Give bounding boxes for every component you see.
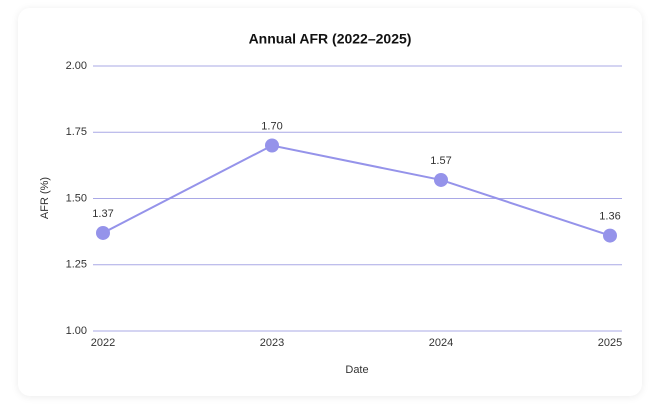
x-tick-label: 2025	[598, 337, 622, 349]
y-axis-label: AFR (%)	[39, 177, 51, 219]
y-tick-label: 1.50	[66, 192, 87, 204]
point	[603, 228, 617, 243]
line	[102, 144, 611, 237]
y-tick-label: 2.00	[66, 60, 87, 72]
data-label: 1.37	[92, 208, 113, 220]
point	[434, 172, 448, 187]
x-tick-label: 2024	[429, 337, 453, 349]
y-tick-label: 1.25	[66, 259, 87, 271]
x-tick-label: 2023	[260, 337, 284, 349]
point	[265, 138, 279, 153]
point	[96, 225, 110, 240]
x-axis-label: Date	[345, 364, 368, 376]
x-tick-label: 2022	[91, 337, 115, 349]
data-label: 1.70	[261, 120, 282, 132]
y-tick-label: 1.75	[66, 126, 87, 138]
y-tick-label: 1.00	[66, 325, 87, 337]
chart-title: Annual AFR (2022–2025)	[249, 31, 412, 47]
data-label: 1.57	[430, 155, 451, 167]
data-label: 1.36	[599, 211, 620, 223]
